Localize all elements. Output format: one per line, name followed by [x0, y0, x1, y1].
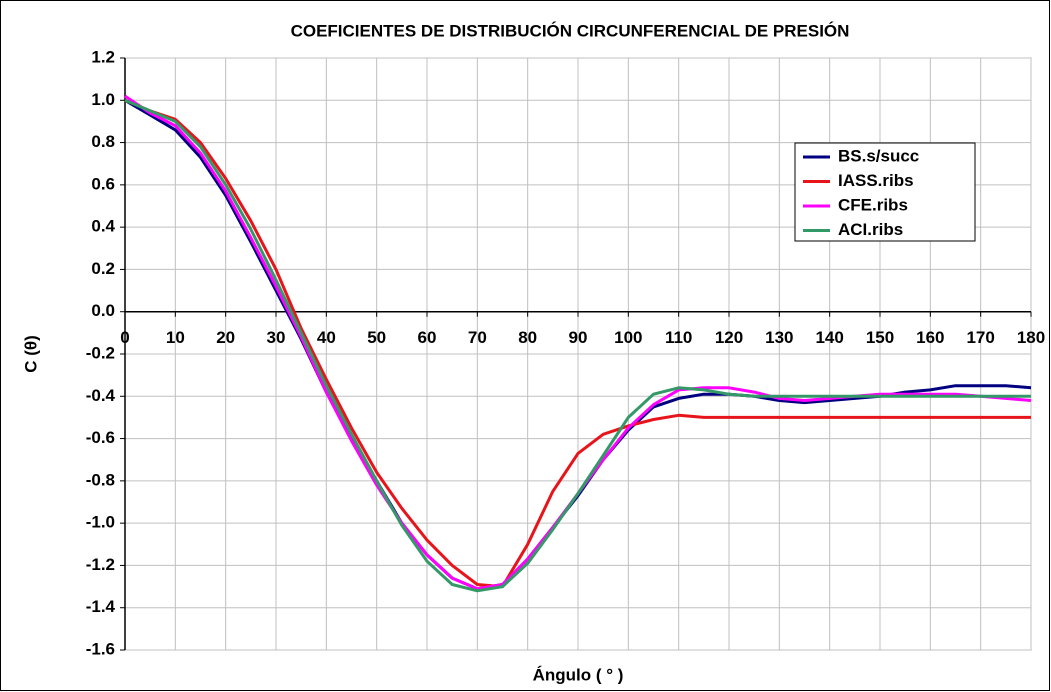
y-tick-label: 1.0	[91, 90, 115, 109]
y-tick-label: -0.2	[86, 343, 115, 362]
y-tick-label: -0.6	[86, 428, 115, 447]
y-axis-label: C (θ)	[21, 335, 40, 373]
y-tick-label: -1.2	[86, 555, 115, 574]
y-tick-label: 0.4	[91, 217, 115, 236]
y-tick-label: 1.2	[91, 47, 115, 66]
y-tick-label: 0.2	[91, 259, 115, 278]
data-line	[124, 98, 1031, 589]
legend-label: BS.s/succ	[838, 146, 919, 165]
x-tick-label: 150	[866, 328, 894, 347]
y-tick-label: -1.6	[86, 639, 115, 658]
x-tick-label: 50	[367, 328, 386, 347]
y-tick-label: 0.6	[91, 174, 115, 193]
y-tick-label: 0.0	[91, 301, 115, 320]
y-tick-label: -1.4	[86, 597, 116, 616]
x-tick-label: 30	[267, 328, 286, 347]
x-tick-label: 130	[765, 328, 793, 347]
x-tick-label: 110	[665, 328, 692, 347]
x-tick-label: 60	[418, 328, 437, 347]
y-tick-label: 0.8	[91, 132, 115, 151]
x-tick-label: 10	[166, 328, 185, 347]
legend-label: IASS.ribs	[838, 171, 914, 190]
x-tick-label: 100	[614, 328, 642, 347]
x-tick-label: 120	[715, 328, 743, 347]
x-tick-label: 160	[916, 328, 944, 347]
x-tick-label: 90	[569, 328, 588, 347]
x-axis-label: Ángulo ( ° )	[533, 665, 624, 684]
x-tick-label: 80	[518, 328, 537, 347]
chart-title: COEFICIENTES DE DISTRIBUCIÓN CIRCUNFEREN…	[291, 21, 850, 40]
legend-box	[794, 142, 976, 242]
x-tick-label: 20	[216, 328, 235, 347]
x-tick-label: 140	[815, 328, 843, 347]
y-tick-label: -0.4	[86, 386, 116, 405]
y-tick-label: -1.0	[86, 513, 115, 532]
x-tick-label: 70	[468, 328, 487, 347]
data-line	[124, 98, 1031, 593]
x-tick-label: 170	[966, 328, 994, 347]
legend-label: CFE.ribs	[838, 195, 908, 214]
x-tick-label: 40	[317, 328, 336, 347]
y-tick-label: -0.8	[86, 470, 115, 489]
legend-label: ACI.ribs	[838, 220, 903, 239]
x-tick-label: 180	[1017, 328, 1045, 347]
